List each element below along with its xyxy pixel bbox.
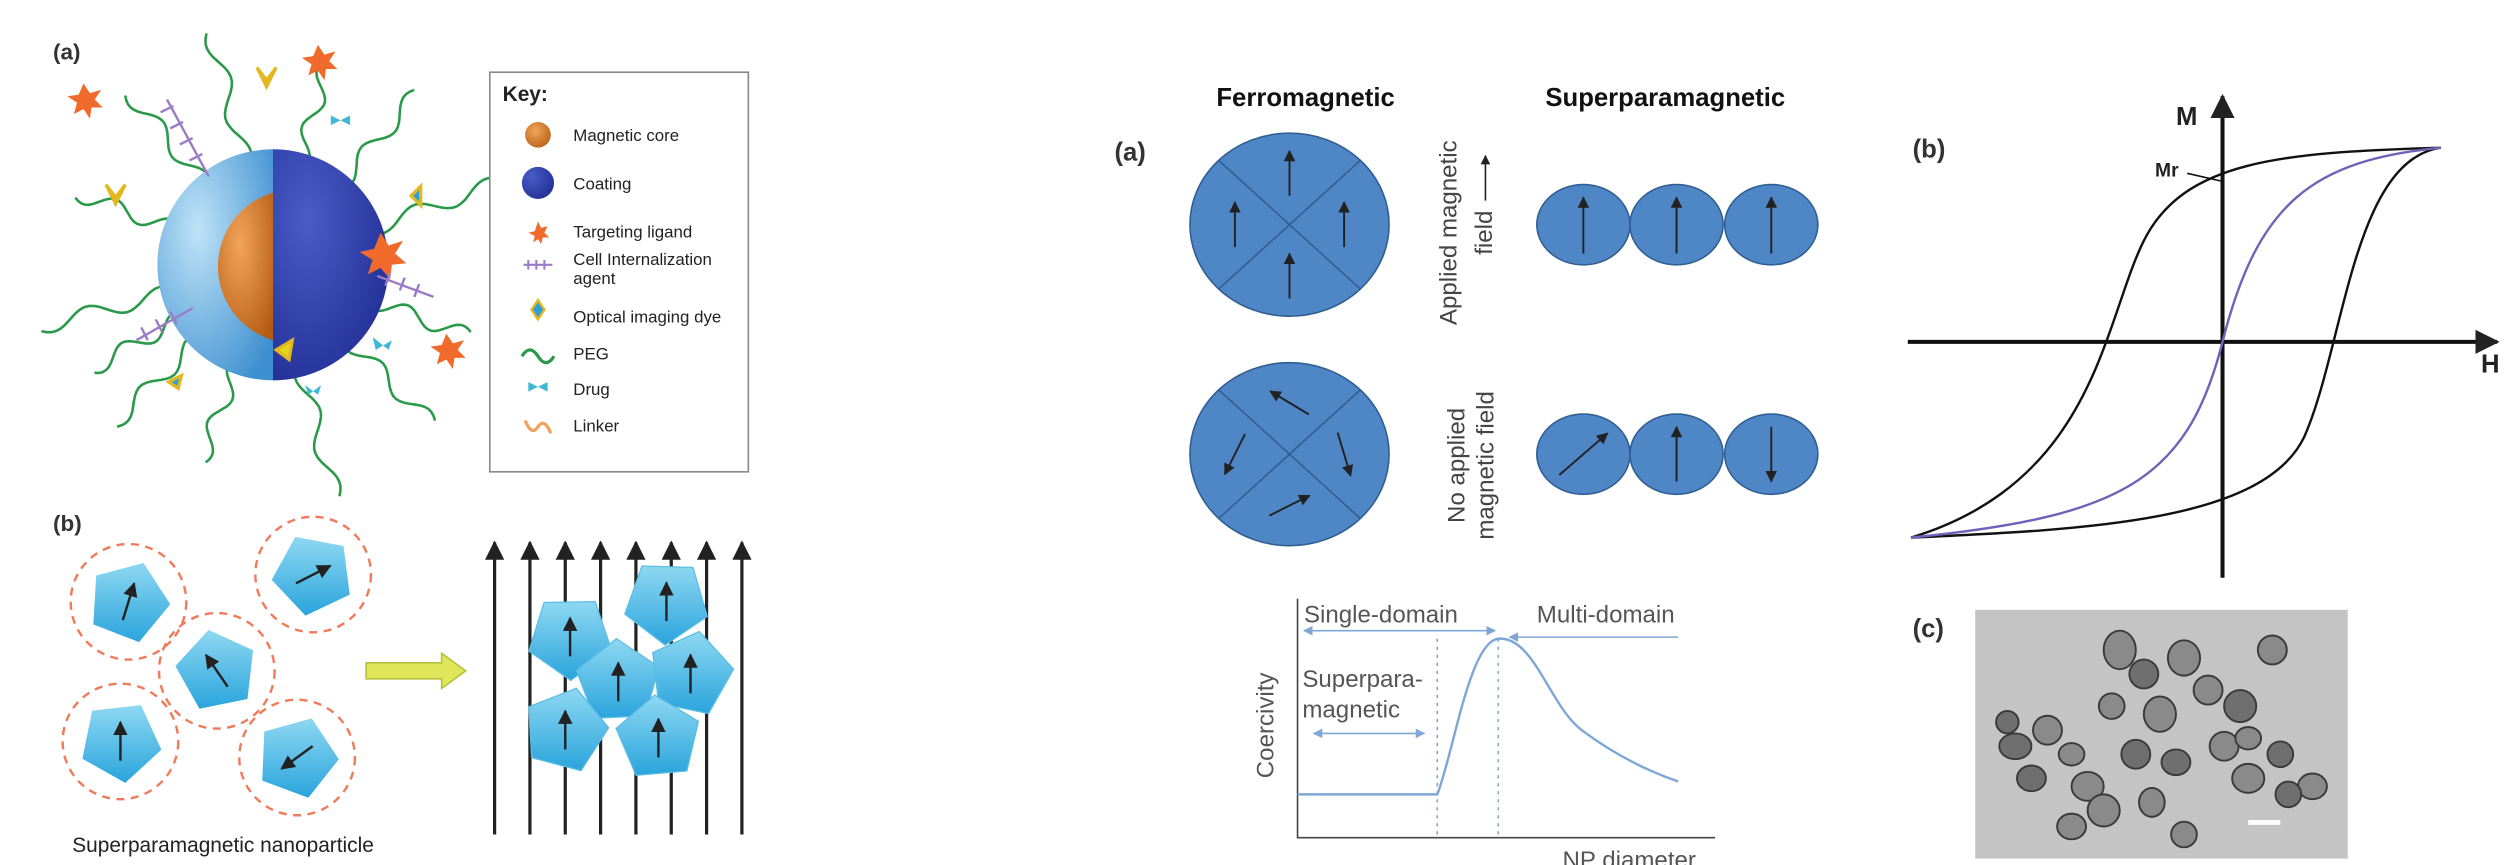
key-box: Key: Magnetic core Coating Targeting ligan… (490, 72, 749, 472)
region-label: Multi-domain (1537, 602, 1675, 629)
superparamagnetic-particles (1537, 185, 1818, 495)
crystal (262, 718, 339, 797)
peg-chain (335, 90, 414, 191)
column-header: Ferromagnetic (1216, 84, 1394, 112)
nanoparticle (2139, 788, 2165, 817)
nanoparticle (2057, 814, 2086, 840)
row-label: Applied magnetic (1436, 140, 1463, 325)
nanoparticle (2276, 782, 2302, 808)
nanoparticle (2033, 716, 2062, 745)
nanoparticle (2194, 676, 2223, 705)
nanoparticles (63, 517, 371, 815)
nanoparticle (2121, 740, 2150, 769)
nanoparticle (2099, 693, 2125, 719)
nanoparticle (2210, 732, 2239, 761)
panel-label: (c) (1913, 615, 1944, 643)
key-item: Linker (573, 417, 619, 436)
nanoparticle (2224, 690, 2256, 722)
nanoparticle (2017, 766, 2046, 792)
nanoparticle (1996, 711, 2018, 733)
nanoparticle (2088, 794, 2120, 826)
figure: (a) Key: Magnetic core Coating Targeting l… (0, 0, 2518, 865)
crystal (93, 563, 170, 642)
tem-image (1975, 610, 2348, 859)
panel-label: (b) (1913, 135, 1946, 163)
nanoparticle (2267, 741, 2293, 767)
nanoparticle (2235, 727, 2261, 749)
hysteresis-plot: M H Mr (1908, 96, 2500, 577)
panel-label: (b) (53, 511, 82, 536)
caption: Superparamagnetic nanoparticle (72, 834, 374, 857)
axis-label: H (2481, 350, 2500, 378)
crystal (175, 630, 253, 709)
nanoparticle (2171, 822, 2197, 848)
nanoparticle (2232, 764, 2264, 793)
transition-arrow (366, 653, 466, 688)
key-item: Optical imaging dye (573, 308, 721, 327)
key-item: Coating (573, 174, 631, 193)
nanoparticle (1999, 733, 2031, 759)
axis-label: Coercivity (1252, 673, 1279, 779)
key-item: Targeting ligand (573, 223, 692, 242)
key-item: Drug (573, 380, 610, 399)
aligned-cluster (529, 566, 734, 775)
crystal (82, 705, 161, 783)
row-label: magnetic field (1472, 391, 1499, 540)
row-label: field (1471, 211, 1498, 255)
key-title: Key: (503, 83, 548, 106)
nanoparticle (2104, 631, 2136, 670)
peg-chain (295, 358, 341, 496)
nanoparticle (2258, 636, 2287, 665)
key-item: Cell Internalization (573, 250, 712, 269)
nanoparticle (2298, 774, 2327, 800)
nanoparticle (2168, 640, 2200, 675)
key-item: Magnetic core (573, 126, 679, 145)
nanoparticle (2129, 660, 2158, 689)
panel-label: (a) (1114, 138, 1145, 166)
peg-chain (206, 33, 252, 171)
column-header: Superparamagnetic (1545, 84, 1785, 112)
peg-chain (364, 178, 498, 234)
row-label: No applied (1444, 408, 1471, 523)
axis-label: NP diameter (1563, 847, 1696, 865)
key-item: PEG (573, 344, 609, 363)
page: { "left": { "panel_a": { "label": "(a)",… (0, 0, 2518, 865)
remanence-label: Mr (2155, 161, 2179, 182)
nanoparticle (157, 149, 388, 380)
region-label: Superpara- (1302, 666, 1423, 693)
region-label: magnetic (1302, 696, 1400, 723)
ferromagnetic-domains (1190, 133, 1389, 545)
key-item: agent (573, 269, 615, 288)
region-label: Single-domain (1304, 602, 1458, 629)
panel-label: (a) (53, 39, 80, 64)
nanoparticle (2059, 743, 2085, 765)
nanoparticle (2161, 749, 2190, 775)
coercivity-plot: Single-domain Multi-domain Superpara- ma… (1252, 599, 1715, 865)
nanoparticle (2144, 696, 2176, 731)
axis-label: M (2176, 103, 2197, 131)
